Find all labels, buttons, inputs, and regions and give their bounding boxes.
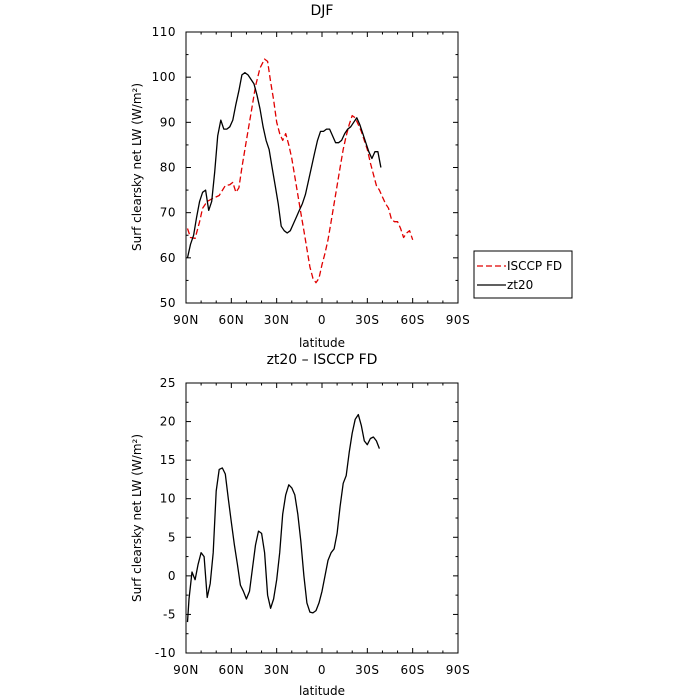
x-tick-label: 60N	[218, 663, 244, 677]
x-tick-label: 30N	[264, 663, 290, 677]
top-panel-title: DJF	[311, 3, 334, 19]
y-tick-label: -5	[163, 607, 176, 621]
bottom-plot-frame	[185, 382, 459, 654]
y-tick-label: 15	[160, 453, 176, 467]
x-tick-label: 90N	[173, 313, 199, 327]
bottom-series-lines	[186, 413, 381, 623]
y-tick-label: 0	[168, 569, 176, 583]
top-y-axis-title: Surf clearsky net LW (W/m²)	[130, 83, 144, 251]
x-tick-label: 90N	[173, 663, 199, 677]
bottom-y-axis-title: Surf clearsky net LW (W/m²)	[130, 434, 144, 602]
y-tick-label: 10	[160, 492, 176, 506]
top-panel-djf: DJF 90N 60N 30N 0 30S 60S 90S 50 60 70 80 90 100 110…	[130, 3, 573, 350]
series-line-zt20	[186, 72, 382, 258]
legend-box	[473, 250, 573, 299]
bottom-x-axis-title: latitude	[299, 684, 345, 698]
x-tick-label: 90S	[446, 663, 470, 677]
y-tick-label: 80	[160, 161, 176, 175]
series-line-isccp-fd	[186, 58, 414, 284]
x-tick-label: 0	[318, 313, 326, 327]
y-tick-label: 70	[160, 206, 176, 220]
y-tick-label: 25	[160, 376, 176, 390]
top-series-lines	[186, 58, 414, 284]
y-tick-label: -10	[155, 646, 176, 660]
y-tick-label: 110	[152, 25, 176, 39]
y-tick-label: 5	[168, 530, 176, 544]
legend: ISCCP FD zt20	[473, 250, 573, 299]
bottom-panel-difference: zt20 – ISCCP FD 90N 60N 30N 0 30S 60S 90S -10-…	[130, 352, 470, 698]
bottom-panel-title: zt20 – ISCCP FD	[267, 352, 378, 368]
bottom-y-tick-labels: -10 -5 0 5 10 15 20 25	[155, 376, 176, 660]
y-tick-label: 20	[160, 415, 176, 429]
legend-label-isccp-fd: ISCCP FD	[507, 259, 562, 273]
x-tick-label: 30S	[355, 663, 379, 677]
top-x-axis-title: latitude	[299, 336, 345, 350]
y-tick-label: 90	[160, 115, 176, 129]
y-tick-label: 100	[152, 70, 176, 84]
x-tick-label: 90S	[446, 313, 470, 327]
y-tick-label: 50	[160, 296, 176, 310]
x-tick-label: 60N	[218, 313, 244, 327]
x-tick-label: 30S	[355, 313, 379, 327]
x-tick-label: 30N	[264, 313, 290, 327]
x-tick-label: 60S	[400, 313, 424, 327]
top-axis-ticks	[185, 31, 459, 304]
top-y-tick-labels: 50 60 70 80 90 100 110	[152, 25, 176, 310]
legend-label-zt20: zt20	[507, 278, 533, 292]
top-x-tick-labels: 90N 60N 30N 0 30S 60S 90S	[173, 313, 470, 327]
series-line-difference-0	[186, 413, 381, 623]
bottom-x-tick-labels: 90N 60N 30N 0 30S 60S 90S	[173, 663, 470, 677]
bottom-axis-ticks	[185, 382, 459, 654]
x-tick-label: 60S	[400, 663, 424, 677]
y-tick-label: 60	[160, 251, 176, 265]
x-tick-label: 0	[318, 663, 326, 677]
